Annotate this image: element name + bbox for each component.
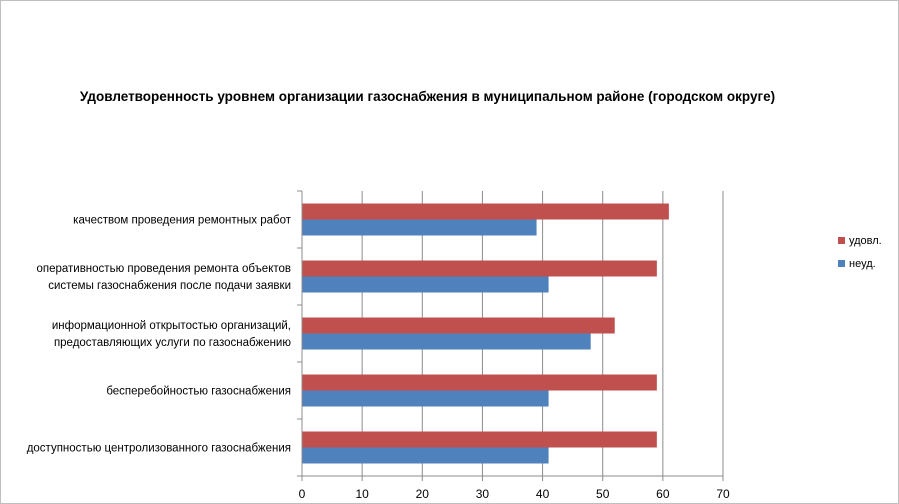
category-label: оперативностью проведения ремонта объект… xyxy=(36,263,291,292)
category-label-line: системы газоснабжения после подачи заявк… xyxy=(48,280,291,292)
chart-title: Удовлетворенность уровнем организации га… xyxy=(79,89,776,104)
x-tick-label: 0 xyxy=(299,487,306,501)
category-labels: качеством проведения ремонтных работ опер… xyxy=(27,215,292,455)
legend-swatch xyxy=(838,237,845,244)
legend-swatch xyxy=(838,260,845,267)
bar-series-2 xyxy=(302,333,591,350)
category-label-line: оперативностью проведения ремонта объект… xyxy=(36,263,291,275)
legend-entry: неуд. xyxy=(849,258,876,270)
x-tick-label: 70 xyxy=(716,487,730,501)
x-tick-label: 20 xyxy=(416,487,430,501)
x-tick-label: 10 xyxy=(355,487,369,501)
category-label: качеством проведения ремонтных работ xyxy=(73,215,292,227)
category-label-line: бесперебойностью газоснабжения xyxy=(106,386,291,398)
category-label-line: качеством проведения ремонтных работ xyxy=(73,215,292,227)
bar-series-1 xyxy=(302,317,615,334)
bar-series-1 xyxy=(302,374,657,391)
category-label-line: информационной открытостью организаций, xyxy=(52,320,291,332)
x-tick-label: 40 xyxy=(536,487,550,501)
x-tick-label: 50 xyxy=(596,487,610,501)
x-tick-label: 60 xyxy=(656,487,670,501)
category-label: информационной открытостью организаций, п… xyxy=(52,320,291,349)
bar-series-2 xyxy=(302,447,549,464)
bar-series-1 xyxy=(302,203,669,220)
category-label: бесперебойностью газоснабжения xyxy=(106,386,291,398)
bar-series-1 xyxy=(302,260,657,277)
x-tick-label: 30 xyxy=(476,487,490,501)
x-tick-labels: 0 10 20 30 40 50 60 70 xyxy=(299,487,730,501)
bar-series-2 xyxy=(302,390,549,407)
bar-series-2 xyxy=(302,276,549,293)
bar-series-2 xyxy=(302,219,537,236)
category-label-line: доступностью центролизованного газоснабж… xyxy=(27,443,291,455)
legend: удовл. неуд. xyxy=(838,235,882,270)
category-label: доступностью центролизованного газоснабж… xyxy=(27,443,291,455)
legend-entry: удовл. xyxy=(849,235,882,247)
category-label-line: предоставляющих услуги по газоснабжению xyxy=(54,337,291,349)
bar-series-1 xyxy=(302,431,657,448)
axes xyxy=(297,190,724,481)
bars xyxy=(302,203,669,464)
